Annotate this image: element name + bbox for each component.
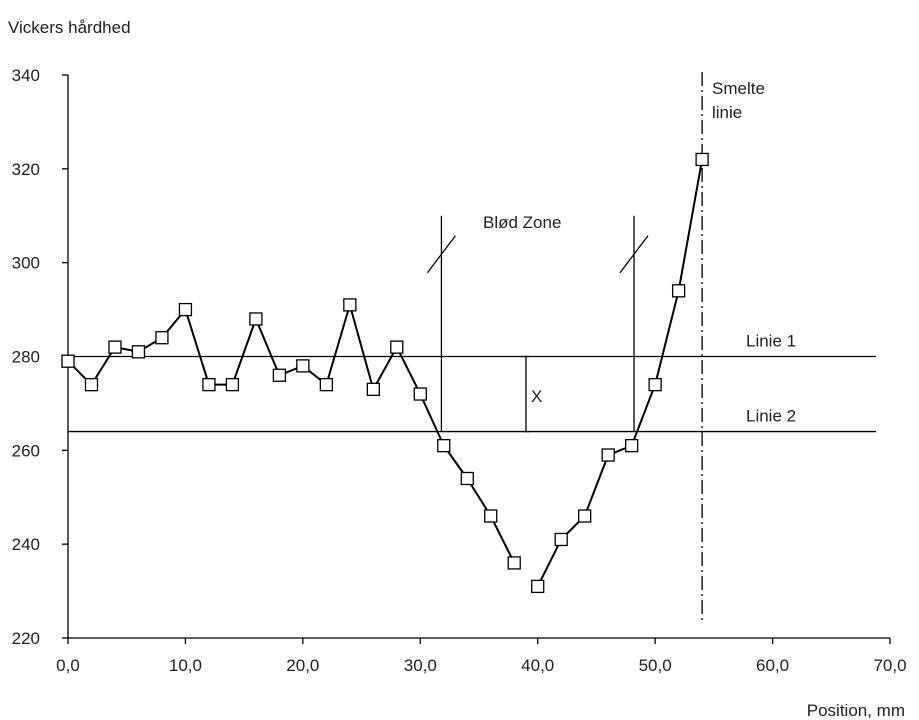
data-series xyxy=(61,152,709,594)
data-point xyxy=(413,387,427,401)
data-point xyxy=(695,152,709,167)
data-point xyxy=(531,579,545,594)
x-tick-label: 50,0 xyxy=(639,656,672,675)
data-point xyxy=(178,302,193,317)
data-point xyxy=(249,312,263,326)
y-tick-label: 220 xyxy=(12,629,40,648)
data-point xyxy=(460,471,474,486)
y-tick-label: 300 xyxy=(12,254,40,273)
data-point xyxy=(319,377,333,392)
zone-boundary-slash xyxy=(619,235,649,274)
x-axis-label: Position, mm xyxy=(807,701,905,720)
data-point xyxy=(648,377,662,392)
x-tick-label: 70,0 xyxy=(873,656,906,675)
data-point xyxy=(272,368,287,382)
data-point xyxy=(366,382,380,396)
data-point xyxy=(578,509,592,523)
data-point xyxy=(296,359,310,373)
y-tick-label: 340 xyxy=(12,66,40,85)
data-point xyxy=(155,331,169,345)
data-point xyxy=(554,532,568,547)
x-tick-label: 30,0 xyxy=(404,656,437,675)
x-tick-label: 20,0 xyxy=(286,656,319,675)
x-tick-label: 60,0 xyxy=(756,656,789,675)
data-point xyxy=(625,438,639,453)
y-tick-label: 240 xyxy=(12,535,40,554)
data-point xyxy=(108,340,122,354)
data-point xyxy=(601,448,615,462)
zone-label: Blød Zone xyxy=(483,213,561,232)
series-line xyxy=(67,303,516,564)
fusion-line-label: linie xyxy=(712,103,742,122)
zone-boundary-slash xyxy=(426,235,456,274)
data-point xyxy=(84,377,99,392)
axes: 220 240 260 280 300 320 340 0,0 10,0 20,0 30,0 40,0… xyxy=(12,66,907,675)
y-tick-label: 280 xyxy=(12,348,40,367)
data-point xyxy=(225,377,240,392)
data-point xyxy=(61,354,75,368)
reference-lines: Linie 1 Linie 2 xyxy=(68,332,876,433)
data-point xyxy=(343,298,357,312)
series-line xyxy=(536,159,704,587)
data-point xyxy=(390,340,404,354)
reference-line-label: Linie 2 xyxy=(746,407,796,426)
annotations: Blød Zone X Smelte linie xyxy=(426,72,765,620)
data-point xyxy=(484,509,498,523)
x-tick-label: 0,0 xyxy=(56,656,80,675)
y-tick-label: 260 xyxy=(12,441,40,460)
data-point xyxy=(202,377,216,392)
y-tick-label: 320 xyxy=(12,160,40,179)
data-point xyxy=(437,438,451,453)
difference-label: X xyxy=(531,387,542,406)
x-tick-label: 10,0 xyxy=(169,656,202,675)
x-tick-label: 40,0 xyxy=(521,656,554,675)
reference-line-label: Linie 1 xyxy=(746,332,796,351)
data-point xyxy=(507,556,521,570)
y-axis-label: Vickers hårdhed xyxy=(8,18,131,37)
fusion-line-label: Smelte xyxy=(712,79,765,98)
data-point xyxy=(671,284,686,298)
data-point xyxy=(131,345,146,359)
